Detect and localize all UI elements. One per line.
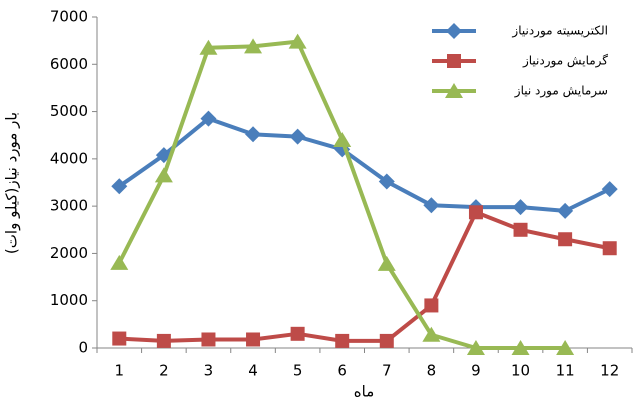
x-axis-label: ماه xyxy=(354,383,374,401)
y-tick-label: 7000 xyxy=(50,8,88,26)
y-tick-label: 5000 xyxy=(50,102,88,120)
point xyxy=(156,333,171,348)
series-line xyxy=(119,210,611,343)
point xyxy=(422,326,441,342)
point xyxy=(246,332,261,347)
point xyxy=(466,340,485,355)
point xyxy=(602,241,617,256)
x-tick-label: 7 xyxy=(382,362,392,380)
y-tick-label: 6000 xyxy=(50,55,88,73)
series-line xyxy=(117,39,566,350)
x-tick-label: 5 xyxy=(293,362,303,380)
point xyxy=(601,181,618,198)
y-tick-label: 0 xyxy=(78,339,88,357)
x-tick-label: 6 xyxy=(337,362,347,380)
y-axis-label: بار مورد نیاز(کیلو وات) xyxy=(3,112,21,254)
point xyxy=(112,331,127,346)
y-tick-label: 1000 xyxy=(50,291,88,309)
legend-label: الکتریسیته موردنیاز xyxy=(511,24,608,39)
point xyxy=(199,39,218,55)
x-tick-label: 8 xyxy=(427,362,437,380)
point xyxy=(558,232,573,247)
point xyxy=(377,255,396,271)
legend-label: سرمایش مورد نیاز xyxy=(514,84,608,99)
point xyxy=(110,254,129,270)
x-tick-label: 2 xyxy=(159,362,169,380)
x-tick-label: 12 xyxy=(600,362,619,380)
point xyxy=(423,197,440,214)
point xyxy=(513,222,528,237)
x-tick-label: 3 xyxy=(204,362,214,380)
y-tick-label: 3000 xyxy=(50,197,88,215)
point xyxy=(512,199,529,216)
point xyxy=(290,326,305,341)
point xyxy=(201,332,216,347)
point xyxy=(511,340,530,355)
x-tick-label: 11 xyxy=(556,362,575,380)
point xyxy=(289,128,306,145)
point xyxy=(468,205,483,220)
x-tick-label: 9 xyxy=(471,362,481,380)
point xyxy=(333,131,352,147)
point xyxy=(335,333,350,348)
point xyxy=(111,178,128,195)
y-tick-label: 2000 xyxy=(50,244,88,262)
x-tick-label: 4 xyxy=(248,362,258,380)
point xyxy=(557,202,574,219)
x-tick-label: 1 xyxy=(115,362,125,380)
legend-label: گرمایش موردنیاز xyxy=(522,54,608,69)
point xyxy=(556,340,575,355)
point xyxy=(445,83,463,98)
point xyxy=(424,298,439,313)
point xyxy=(288,33,307,49)
point xyxy=(447,54,461,68)
y-tick-label: 4000 xyxy=(50,149,88,167)
series-line xyxy=(118,116,611,213)
point xyxy=(446,23,462,39)
point xyxy=(378,173,395,190)
point xyxy=(244,38,263,54)
x-tick-label: 10 xyxy=(511,362,530,380)
point xyxy=(245,126,262,143)
point xyxy=(379,333,394,348)
point xyxy=(200,110,217,127)
point xyxy=(154,167,173,183)
